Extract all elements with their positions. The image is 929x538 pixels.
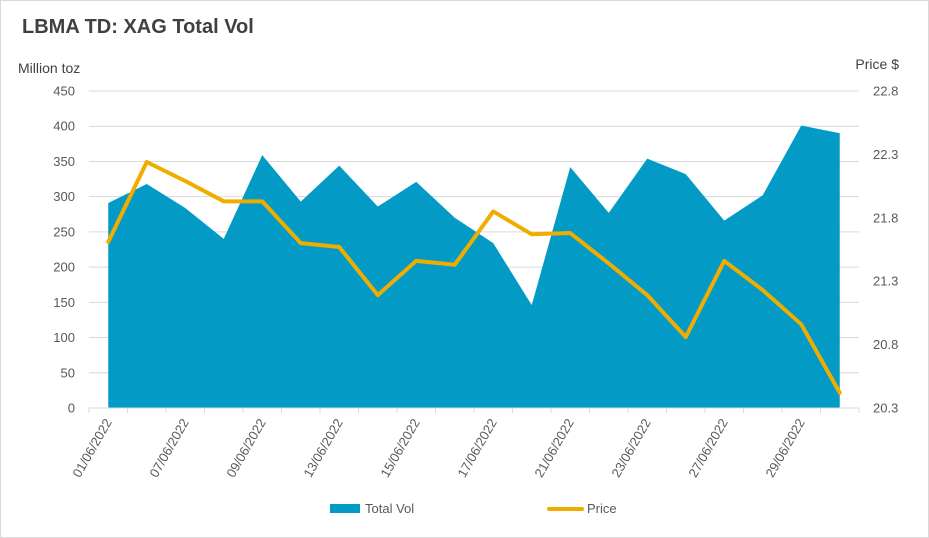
y-left-tick-label: 200 [53,260,75,275]
y-left-tick-label: 450 [53,84,75,99]
x-tick-label: 09/06/2022 [223,416,269,480]
x-axis: 01/06/2022 07/06/2022 09/06/2022 13/06/2022… [69,407,860,480]
chart-title: LBMA TD: XAG Total Vol [22,16,254,38]
y-axis-left: 0 50 100 150 200 250 300 350 400 450 [53,84,75,416]
y-left-tick-label: 0 [68,401,75,416]
y-left-tick-label: 350 [53,154,75,169]
price-series-line [106,160,842,395]
y-left-tick-label: 250 [53,224,75,239]
x-tick-label: 13/06/2022 [300,416,346,480]
y-left-tick-label: 300 [53,189,75,204]
price-line [106,160,842,395]
y-left-tick-label: 400 [53,119,75,134]
y-axis-left-title: Million toz [18,60,81,76]
total-vol-area-shape [108,125,840,409]
total-vol-area [108,125,840,409]
x-tick-label: 23/06/2022 [608,416,654,480]
legend: Total Vol Price [330,501,617,516]
y-axis-right: 20.3 20.8 21.3 21.8 22.3 22.8 [873,84,898,416]
y-left-tick-label: 50 [61,365,75,380]
y-right-tick-label: 21.8 [873,210,898,225]
x-tick-label: 07/06/2022 [146,416,192,480]
x-tick-label: 21/06/2022 [531,416,577,480]
y-right-tick-label: 20.8 [873,337,898,352]
y-left-tick-label: 150 [53,295,75,310]
y-axis-right-title: Price $ [855,56,899,72]
x-tick-label: 29/06/2022 [762,416,808,480]
y-right-tick-label: 22.8 [873,84,898,99]
x-tick-label: 27/06/2022 [685,416,731,480]
x-tick-label: 15/06/2022 [377,416,423,480]
y-right-tick-label: 20.3 [873,401,898,416]
y-right-tick-label: 22.3 [873,147,898,162]
legend-swatch-total-vol [330,504,360,513]
x-tick-label: 17/06/2022 [454,416,500,480]
y-right-tick-label: 21.3 [873,274,898,289]
y-left-tick-label: 100 [53,330,75,345]
x-tick-label: 01/06/2022 [69,416,115,480]
legend-label-price: Price [587,501,617,516]
legend-label-total-vol: Total Vol [365,501,414,516]
